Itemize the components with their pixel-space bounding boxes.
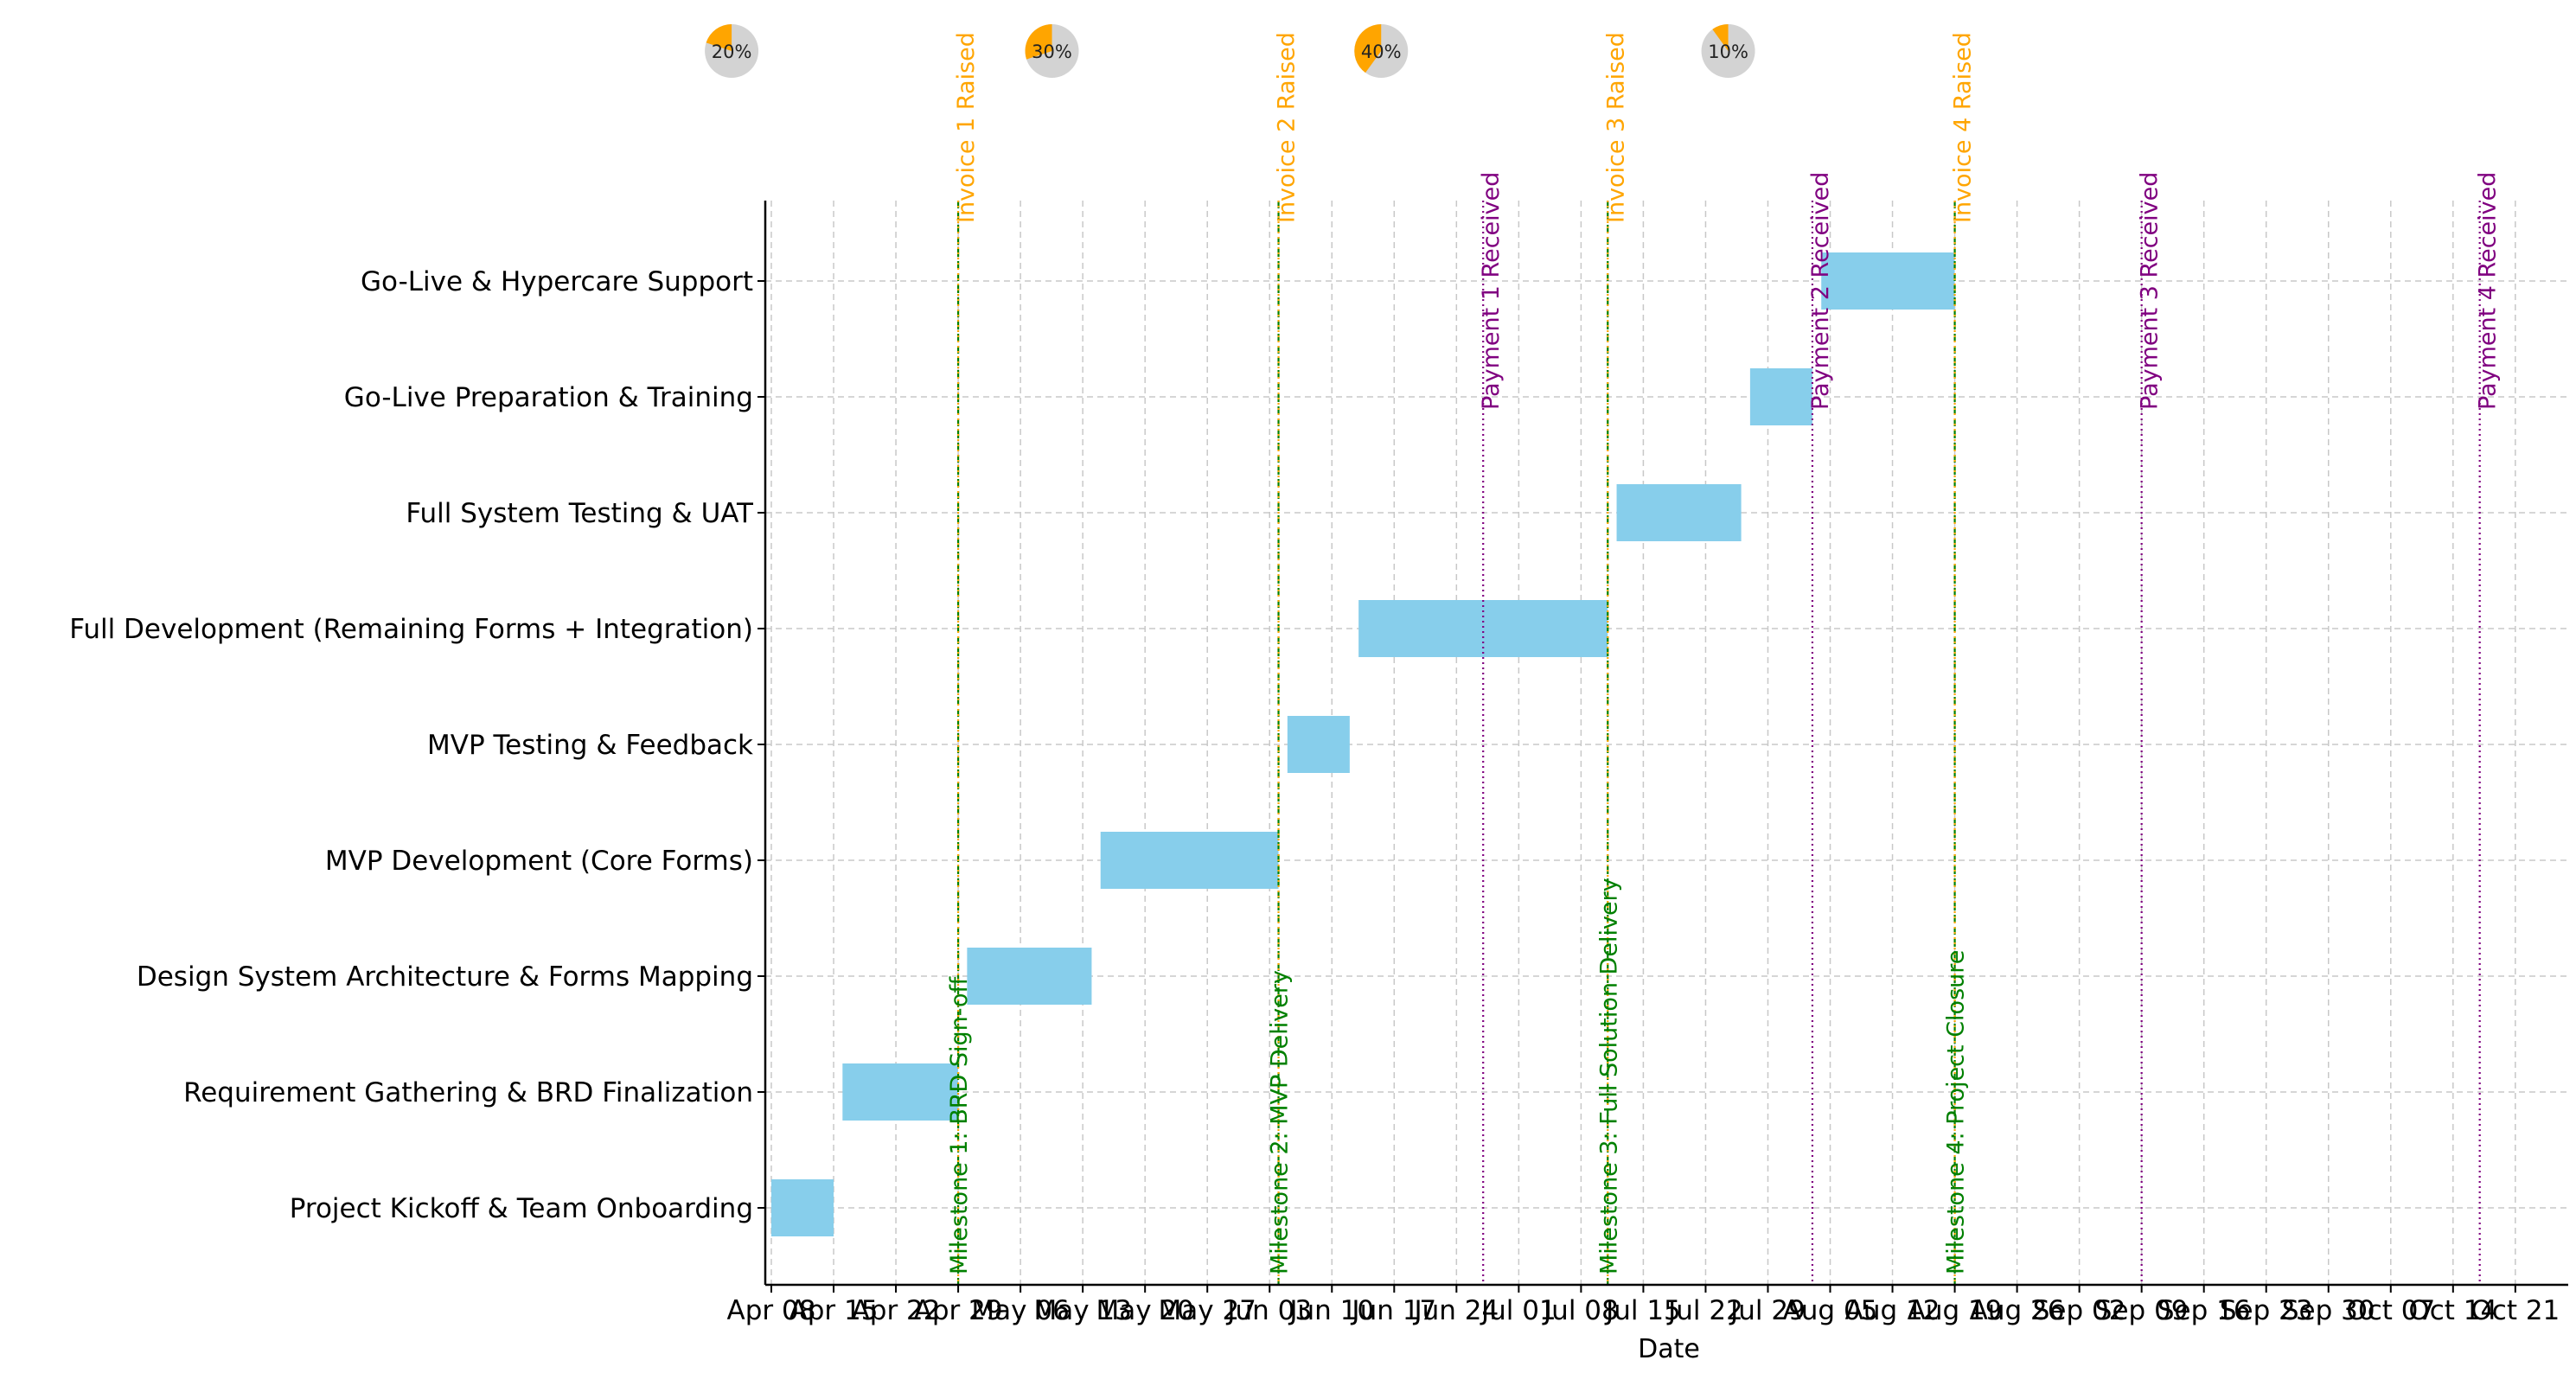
x-tick-label: Jul 15 <box>1604 1295 1681 1326</box>
task-bar <box>1749 368 1812 425</box>
task-bar <box>1100 832 1279 889</box>
x-tick-label: Oct 14 <box>2408 1295 2497 1326</box>
task-label: Go-Live & Hypercare Support <box>361 266 753 297</box>
x-tick-label: Aug 05 <box>1783 1295 1878 1326</box>
invoice-label: Invoice 3 Raised <box>1602 32 1629 223</box>
milestone-label: Milestone 4: Project Closure <box>1943 950 1970 1274</box>
grid-layer <box>765 201 2568 1285</box>
x-tick-label: Oct 07 <box>2346 1295 2435 1326</box>
x-tick-label: Apr 08 <box>727 1295 816 1326</box>
milestone-label: Milestone 1: BRD Sign-off <box>946 975 973 1274</box>
invoice-label: Invoice 1 Raised <box>953 32 980 223</box>
task-bar <box>1287 716 1350 773</box>
x-tick-label: Jul 29 <box>1729 1295 1806 1326</box>
task-label: Design System Architecture & Forms Mappi… <box>137 961 753 993</box>
task-label: MVP Testing & Feedback <box>427 730 753 761</box>
x-axis-label: Date <box>1638 1334 1700 1364</box>
pie-slice <box>1712 24 1729 51</box>
task-label: Full Development (Remaining Forms + Inte… <box>69 614 753 645</box>
pie-percent-label: 20% <box>712 42 752 62</box>
task-bar <box>1358 600 1608 657</box>
x-tick-label: Jun 17 <box>1350 1295 1436 1326</box>
x-tick-label: Sep 16 <box>2157 1295 2251 1326</box>
task-bar <box>967 948 1092 1005</box>
x-tick-label: Jun 10 <box>1288 1295 1374 1326</box>
x-tick-label: Apr 15 <box>789 1295 879 1326</box>
x-tick-label: Jul 22 <box>1666 1295 1743 1326</box>
payment-label: Payment 2 Received <box>1807 172 1834 410</box>
task-bar <box>1821 252 1955 310</box>
pie-percent-label: 30% <box>1032 42 1072 62</box>
task-label: Go-Live Preparation & Training <box>344 382 753 413</box>
invoice-label: Invoice 2 Raised <box>1274 32 1301 223</box>
x-tick-label: May 20 <box>1096 1295 1193 1326</box>
task-label: MVP Development (Core Forms) <box>325 846 753 877</box>
task-label: Requirement Gathering & BRD Finalization <box>183 1077 753 1108</box>
milestone-label: Milestone 3: Full Solution Delivery <box>1595 878 1622 1274</box>
x-tick-label: Aug 26 <box>1970 1295 2065 1326</box>
x-tick-label: Aug 19 <box>1908 1295 2003 1326</box>
task-bar <box>842 1063 959 1121</box>
x-tick-label: Jul 08 <box>1542 1295 1619 1326</box>
payment-label: Payment 4 Received <box>2475 172 2502 410</box>
invoice-label: Invoice 4 Raised <box>1950 32 1977 223</box>
pie-slice <box>1025 24 1052 60</box>
x-tick-label: May 27 <box>1159 1295 1256 1326</box>
payment-label: Payment 1 Received <box>1478 172 1505 410</box>
pie-slice <box>1354 24 1382 73</box>
x-tick-label: Sep 09 <box>2095 1295 2189 1326</box>
task-label: Full System Testing & UAT <box>406 498 754 529</box>
x-tick-label: Apr 29 <box>914 1295 1003 1326</box>
pie-slice <box>706 24 732 51</box>
payment-label: Payment 3 Received <box>2137 172 2164 410</box>
x-tick-label: May 13 <box>1033 1295 1131 1326</box>
x-tick-label: Sep 30 <box>2282 1295 2375 1326</box>
event-lines <box>956 201 2481 1285</box>
task-bar <box>1616 484 1742 541</box>
milestone-label: Milestone 2: MVP Delivery <box>1267 970 1294 1274</box>
x-tick-label: Jun 24 <box>1412 1295 1499 1326</box>
pie-percent-label: 10% <box>1708 42 1748 62</box>
task-label: Project Kickoff & Team Onboarding <box>290 1193 753 1224</box>
x-tick-label: Sep 02 <box>2033 1295 2126 1326</box>
task-bar <box>771 1179 834 1236</box>
invoice-pies: 20% 30% 40% 10% <box>705 24 1755 78</box>
x-tick-label: Jun 03 <box>1225 1295 1312 1326</box>
event-labels: Milestone 1: BRD Sign-off Invoice 1 Raise… <box>946 32 2502 1274</box>
x-tick-label: May 06 <box>971 1295 1069 1326</box>
x-tick-label: Oct 21 <box>2471 1295 2560 1326</box>
pie-percent-label: 40% <box>1361 42 1402 62</box>
x-tick-label: Apr 22 <box>852 1295 941 1326</box>
x-tick-label: Jul 01 <box>1480 1295 1556 1326</box>
x-tick-label: Aug 12 <box>1845 1295 1940 1326</box>
x-tick-label: Sep 23 <box>2220 1295 2313 1326</box>
